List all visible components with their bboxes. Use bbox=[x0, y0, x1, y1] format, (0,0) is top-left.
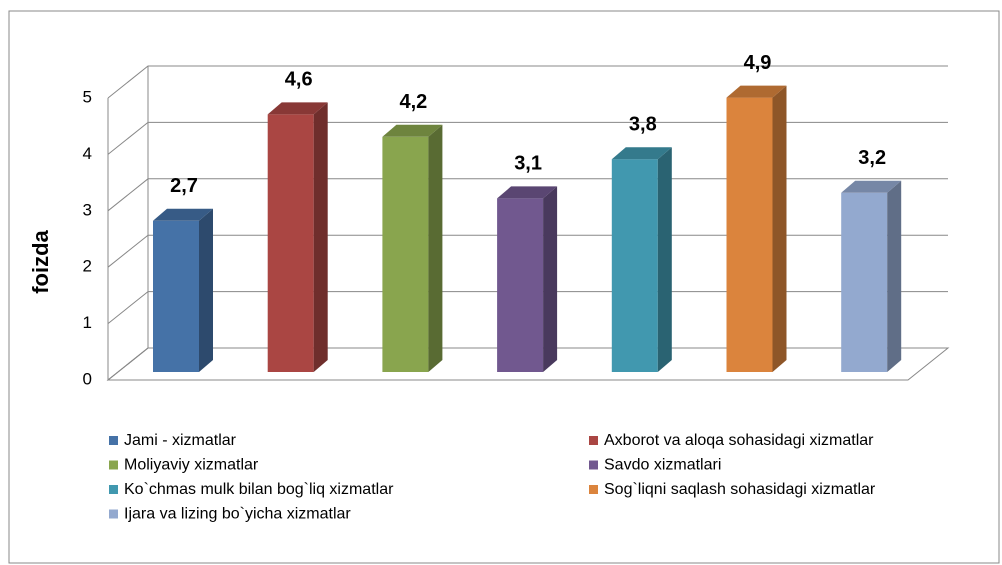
grid-line bbox=[107, 291, 948, 324]
legend-label: Axborot va aloqa sohasidagi xizmatlar bbox=[604, 432, 874, 449]
grid-line bbox=[107, 65, 948, 99]
data-label: 4,6 bbox=[285, 69, 313, 91]
y-axis-label: foizda bbox=[28, 229, 53, 293]
bar-top bbox=[726, 85, 787, 98]
grid-line bbox=[107, 234, 948, 268]
legend-label: Savdo xizmatlari bbox=[604, 457, 721, 474]
bar-side bbox=[657, 147, 672, 372]
y-tick-label: 1 bbox=[83, 313, 92, 332]
data-label: 2,7 bbox=[170, 175, 198, 197]
bar-top bbox=[382, 124, 443, 137]
bar-top bbox=[497, 186, 558, 199]
bar-front bbox=[267, 114, 314, 373]
bar bbox=[497, 186, 558, 372]
bar bbox=[382, 124, 443, 372]
bar-front bbox=[841, 192, 888, 372]
bar bbox=[153, 208, 213, 372]
bar-side bbox=[199, 208, 213, 372]
data-label: 4,9 bbox=[744, 52, 772, 74]
y-tick-label: 0 bbox=[83, 369, 92, 388]
bar-top bbox=[153, 208, 213, 221]
bar-front bbox=[497, 198, 544, 372]
bar-top bbox=[267, 102, 328, 115]
bar bbox=[611, 147, 672, 372]
legend-label: Moliyaviy xizmatlar bbox=[124, 457, 259, 474]
data-label: 3,8 bbox=[629, 113, 657, 135]
bar-side bbox=[313, 102, 328, 373]
y-tick-label: 3 bbox=[83, 200, 92, 219]
data-label: 3,1 bbox=[514, 153, 542, 175]
bar bbox=[841, 180, 902, 372]
legend-swatch bbox=[109, 436, 118, 445]
legend-swatch bbox=[109, 509, 118, 519]
y-tick-label: 4 bbox=[83, 144, 92, 163]
y-tick-label: 5 bbox=[83, 87, 92, 106]
bar-side bbox=[543, 186, 558, 372]
bar-top bbox=[841, 180, 902, 193]
bar-top bbox=[611, 147, 672, 160]
legend-swatch bbox=[589, 436, 598, 445]
legend-label: Jami - xizmatlar bbox=[124, 432, 237, 449]
bar-side bbox=[772, 85, 787, 372]
bar-front bbox=[611, 159, 658, 372]
bar-front bbox=[382, 136, 429, 372]
legend-label: Ko`chmas mulk bilan bog`liq xizmatlar bbox=[124, 481, 394, 498]
legend-swatch bbox=[589, 460, 598, 470]
grid-line bbox=[107, 121, 948, 155]
y-tick-label: 2 bbox=[83, 257, 92, 276]
legend-label: Ijara va lizing bo`yicha xizmatlar bbox=[124, 506, 351, 523]
bar-side bbox=[887, 180, 902, 372]
grid-line bbox=[107, 347, 948, 381]
bar bbox=[267, 102, 328, 373]
legend-label: Sog`liqni saqlash sohasidagi xizmatlar bbox=[604, 481, 876, 498]
data-label: 3,2 bbox=[858, 147, 886, 169]
grid-line bbox=[107, 178, 948, 212]
bar-side bbox=[428, 124, 443, 372]
bar-front bbox=[726, 97, 773, 372]
data-label: 4,2 bbox=[399, 91, 427, 113]
legend-swatch bbox=[109, 485, 118, 494]
legend-swatch bbox=[589, 485, 598, 494]
bar-front bbox=[153, 220, 199, 372]
legend-swatch bbox=[109, 460, 118, 470]
bar bbox=[726, 85, 787, 372]
